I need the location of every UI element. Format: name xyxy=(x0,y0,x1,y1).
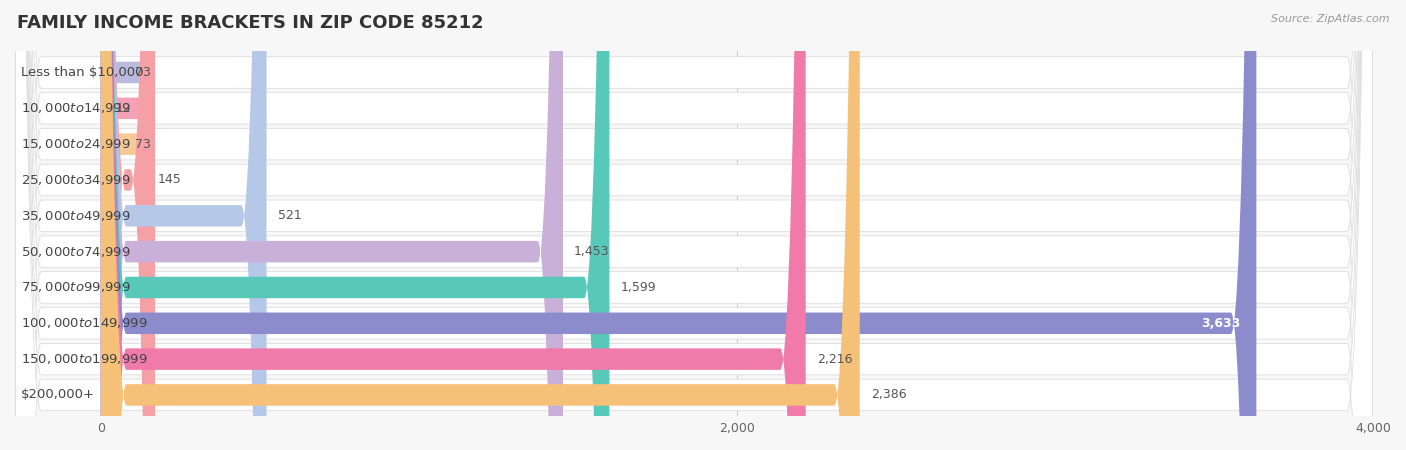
Text: 73: 73 xyxy=(135,138,150,151)
Text: 73: 73 xyxy=(135,66,150,79)
Text: 521: 521 xyxy=(278,209,301,222)
FancyBboxPatch shape xyxy=(15,0,1372,450)
Text: 12: 12 xyxy=(115,102,132,115)
FancyBboxPatch shape xyxy=(15,0,1372,450)
Text: $15,000 to $24,999: $15,000 to $24,999 xyxy=(21,137,131,151)
FancyBboxPatch shape xyxy=(15,0,1372,450)
Text: 1,599: 1,599 xyxy=(620,281,657,294)
Text: 2,386: 2,386 xyxy=(870,388,907,401)
FancyBboxPatch shape xyxy=(101,0,1257,450)
Text: $150,000 to $199,999: $150,000 to $199,999 xyxy=(21,352,148,366)
Text: $200,000+: $200,000+ xyxy=(21,388,96,401)
Text: $50,000 to $74,999: $50,000 to $74,999 xyxy=(21,245,131,259)
Text: $10,000 to $14,999: $10,000 to $14,999 xyxy=(21,101,131,115)
Text: 2,216: 2,216 xyxy=(817,353,852,365)
FancyBboxPatch shape xyxy=(15,0,1372,450)
FancyBboxPatch shape xyxy=(15,0,1372,450)
Text: Source: ZipAtlas.com: Source: ZipAtlas.com xyxy=(1271,14,1389,23)
Text: $75,000 to $99,999: $75,000 to $99,999 xyxy=(21,280,131,294)
FancyBboxPatch shape xyxy=(101,0,155,450)
Text: $35,000 to $49,999: $35,000 to $49,999 xyxy=(21,209,131,223)
FancyBboxPatch shape xyxy=(101,0,155,450)
FancyBboxPatch shape xyxy=(101,0,806,450)
FancyBboxPatch shape xyxy=(101,0,155,450)
Text: 3,633: 3,633 xyxy=(1201,317,1240,330)
Text: Less than $10,000: Less than $10,000 xyxy=(21,66,143,79)
FancyBboxPatch shape xyxy=(15,0,1372,450)
FancyBboxPatch shape xyxy=(101,0,267,450)
Text: $100,000 to $149,999: $100,000 to $149,999 xyxy=(21,316,148,330)
FancyBboxPatch shape xyxy=(15,0,1372,450)
FancyBboxPatch shape xyxy=(101,0,609,450)
FancyBboxPatch shape xyxy=(15,0,1372,450)
Text: FAMILY INCOME BRACKETS IN ZIP CODE 85212: FAMILY INCOME BRACKETS IN ZIP CODE 85212 xyxy=(17,14,484,32)
Text: $25,000 to $34,999: $25,000 to $34,999 xyxy=(21,173,131,187)
FancyBboxPatch shape xyxy=(101,0,562,450)
Text: 1,453: 1,453 xyxy=(574,245,610,258)
FancyBboxPatch shape xyxy=(101,0,155,450)
FancyBboxPatch shape xyxy=(15,0,1372,450)
Text: 145: 145 xyxy=(157,174,181,186)
FancyBboxPatch shape xyxy=(101,0,859,450)
FancyBboxPatch shape xyxy=(15,0,1372,450)
